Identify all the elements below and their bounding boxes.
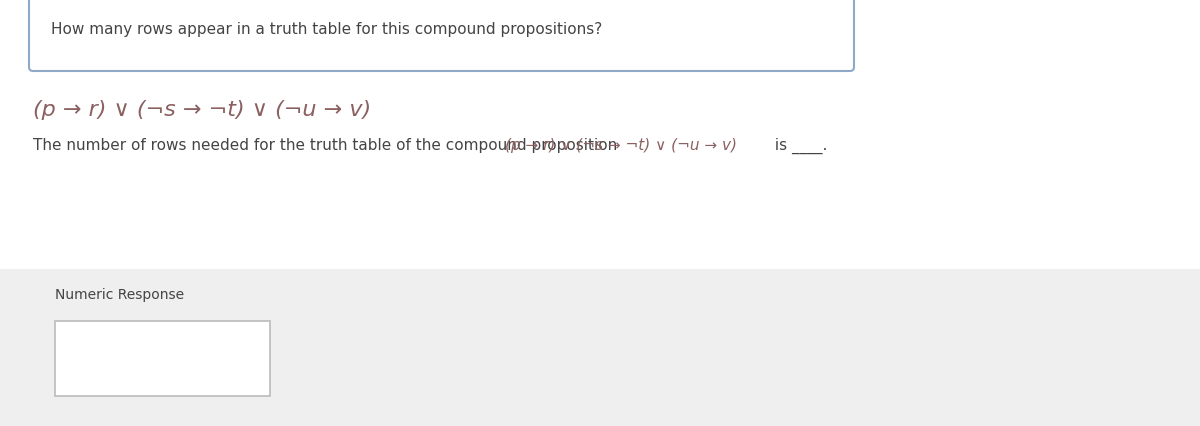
Text: (p → r) ∨ (¬s → ¬t) ∨ (¬u → v): (p → r) ∨ (¬s → ¬t) ∨ (¬u → v) [34, 100, 371, 120]
Text: How many rows appear in a truth table for this compound propositions?: How many rows appear in a truth table fo… [50, 22, 602, 37]
Bar [55, 321, 270, 396]
Text: Numeric Response: Numeric Response [55, 287, 184, 301]
Text: is ____.: is ____. [770, 138, 827, 154]
Text: The number of rows needed for the truth table of the compound proposition: The number of rows needed for the truth … [34, 138, 628, 153]
FancyBboxPatch shape [29, 0, 854, 72]
Bar [0, 269, 1200, 426]
Text: (p → r) ∨ (¬s → ¬t) ∨ (¬u → v): (p → r) ∨ (¬s → ¬t) ∨ (¬u → v) [505, 138, 737, 153]
